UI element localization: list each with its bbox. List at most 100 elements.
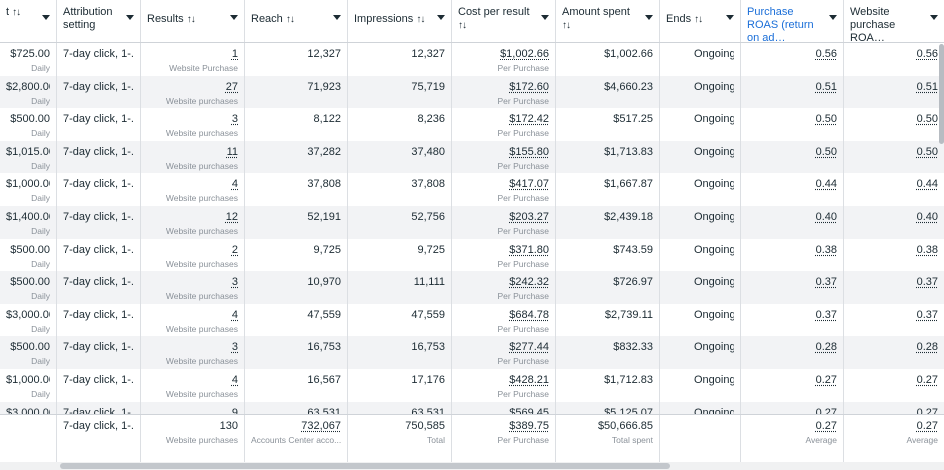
horizontal-scrollbar[interactable] xyxy=(0,462,944,470)
cell-proas[interactable]: 0.50 xyxy=(741,141,844,173)
cell-results[interactable]: 9 xyxy=(141,402,245,419)
chevron-down-icon[interactable] xyxy=(42,15,50,20)
table-row[interactable]: $500.00 Daily 7-day click, 1-... 2 Website p… xyxy=(0,239,944,271)
cell-wproas[interactable]: 0.51 xyxy=(916,81,938,93)
cell-reach: 16,567 xyxy=(245,369,348,402)
cell-results[interactable]: 3 Website purchases xyxy=(141,336,245,369)
cell-wproas[interactable]: 0.38 xyxy=(916,244,938,256)
cell-cpr[interactable]: $371.80 Per Purchase xyxy=(452,239,556,271)
cell-wproas[interactable]: 0.37 xyxy=(916,309,938,321)
cell-results[interactable]: 11 Website purchases xyxy=(141,141,245,173)
cell-spent: $1,667.87 xyxy=(556,173,660,206)
cell-results[interactable]: 4 Website purchases xyxy=(141,369,245,402)
chevron-down-icon[interactable] xyxy=(230,15,238,20)
table-row[interactable]: $725.00 Daily 7-day click, 1-... 1 Website P… xyxy=(0,43,944,76)
cell-proas[interactable]: 0.51 xyxy=(741,76,844,108)
cell-budget: $725.00 Daily xyxy=(0,43,57,76)
cell-spent: $1,712.83 xyxy=(556,369,660,402)
header-website-purchase-roas[interactable]: Website purchase ROA… xyxy=(844,0,944,44)
cell-proas[interactable]: 0.56 xyxy=(741,43,844,76)
cell-proas[interactable]: 0.28 xyxy=(741,336,844,369)
header-impressions[interactable]: Impressions ↑↓ xyxy=(348,0,452,42)
totals-cost-per-result[interactable]: $389.75 Per Purchase xyxy=(452,415,556,463)
cell-cpr[interactable]: $172.60 Per Purchase xyxy=(452,76,556,108)
header-cost-per-result[interactable]: Cost per result ↑↓ xyxy=(452,0,556,42)
chevron-down-icon[interactable] xyxy=(541,15,549,20)
cell-proas[interactable]: 0.44 xyxy=(741,173,844,206)
chevron-down-icon[interactable] xyxy=(333,15,341,20)
chevron-down-icon[interactable] xyxy=(437,15,445,20)
cell-results[interactable]: 4 Website purchases xyxy=(141,304,245,336)
header-amount-spent[interactable]: Amount spent ↑↓ xyxy=(556,0,660,42)
cell-wproas[interactable]: 0.28 xyxy=(916,341,938,353)
cell-spent: $2,439.18 xyxy=(556,206,660,239)
cell-proas[interactable]: 0.27 xyxy=(741,402,844,419)
cell-wproas[interactable]: 0.44 xyxy=(916,178,938,190)
cell-cpr[interactable]: $417.07 Per Purchase xyxy=(452,173,556,206)
cell-budget: $500.00 Daily xyxy=(0,336,57,369)
totals-impressions: 750,585 Total xyxy=(348,415,452,463)
cell-results[interactable]: 12 Website purchases xyxy=(141,206,245,239)
cell-proas[interactable]: 0.50 xyxy=(741,108,844,141)
chevron-down-icon[interactable] xyxy=(726,15,734,20)
cell-results[interactable]: 4 Website purchases xyxy=(141,173,245,206)
cell-cpr[interactable]: $155.80 Per Purchase xyxy=(452,141,556,173)
cell-wproas[interactable]: 0.56 xyxy=(916,48,938,60)
cell-proas[interactable]: 0.40 xyxy=(741,206,844,239)
header-budget[interactable]: t ↑↓ xyxy=(0,0,57,42)
totals-website-purchase-roas[interactable]: 0.27 Average xyxy=(906,420,938,445)
header-purchase-roas[interactable]: Purchase ROAS (return on ad… xyxy=(741,0,844,44)
table-row[interactable]: $500.00 Daily 7-day click, 1-... 3 Website p… xyxy=(0,336,944,369)
chevron-down-icon[interactable] xyxy=(930,15,938,20)
cell-wproas[interactable]: 0.27 xyxy=(916,374,938,386)
cell-impr: 75,719 xyxy=(348,76,452,108)
table-row[interactable]: $3,000.007-day click, 1-...963,53163,531… xyxy=(0,402,944,419)
cell-cpr[interactable]: $569.45 xyxy=(452,402,556,419)
header-ends[interactable]: Ends ↑↓ xyxy=(660,0,741,42)
cell-cpr[interactable]: $172.42 Per Purchase xyxy=(452,108,556,141)
totals-purchase-roas[interactable]: 0.27 Average xyxy=(741,415,844,463)
cell-results[interactable]: 3 Website purchases xyxy=(141,271,245,304)
cell-results[interactable]: 2 Website purchases xyxy=(141,239,245,271)
cell-proas[interactable]: 0.27 xyxy=(741,369,844,402)
cell-cpr[interactable]: $684.78 Per Purchase xyxy=(452,304,556,336)
cell-results[interactable]: 3 Website purchases xyxy=(141,108,245,141)
header-results[interactable]: Results ↑↓ xyxy=(141,0,245,42)
cell-wproas[interactable]: 0.40 xyxy=(916,211,938,223)
cell-results[interactable]: 27 Website purchases xyxy=(141,76,245,108)
cell-wproas[interactable]: 0.50 xyxy=(916,146,938,158)
cell-wproas[interactable]: 0.37 xyxy=(916,276,938,288)
table-row[interactable]: $500.00 Daily 7-day click, 1-... 3 Website p… xyxy=(0,271,944,304)
cell-cpr[interactable]: $242.32 Per Purchase xyxy=(452,271,556,304)
cell-attr: 7-day click, 1-... xyxy=(57,304,141,336)
cell-cpr[interactable]: $203.27 Per Purchase xyxy=(452,206,556,239)
cell-attr: 7-day click, 1-... xyxy=(57,108,141,141)
table-totals-row: 7-day click, 1-... 130 Website purchases… xyxy=(0,414,944,463)
cell-proas[interactable]: 0.37 xyxy=(741,271,844,304)
cell-cpr[interactable]: $277.44 Per Purchase xyxy=(452,336,556,369)
cell-proas[interactable]: 0.38 xyxy=(741,239,844,271)
chevron-down-icon[interactable] xyxy=(829,15,837,20)
cell-wproas[interactable]: 0.50 xyxy=(916,113,938,125)
cell-proas[interactable]: 0.37 xyxy=(741,304,844,336)
cell-results[interactable]: 1 Website Purchase xyxy=(141,43,245,76)
cell-cpr[interactable]: $428.21 Per Purchase xyxy=(452,369,556,402)
cell-wproas[interactable]: 0.27 xyxy=(916,407,938,419)
header-reach[interactable]: Reach ↑↓ xyxy=(245,0,348,42)
cell-cpr[interactable]: $1,002.66 Per Purchase xyxy=(452,43,556,76)
chevron-down-icon[interactable] xyxy=(645,15,653,20)
table-row[interactable]: $500.00 Daily 7-day click, 1-... 3 Website p… xyxy=(0,108,944,141)
header-attribution-setting[interactable]: Attribution setting xyxy=(57,0,141,42)
cell-impr: 52,756 xyxy=(348,206,452,239)
horizontal-scrollbar-thumb[interactable] xyxy=(60,463,670,469)
totals-results: 130 Website purchases xyxy=(141,415,245,463)
vertical-scrollbar[interactable] xyxy=(939,44,944,144)
chevron-down-icon[interactable] xyxy=(126,15,134,20)
totals-reach[interactable]: 732,067 Accounts Center acco... xyxy=(245,415,348,463)
